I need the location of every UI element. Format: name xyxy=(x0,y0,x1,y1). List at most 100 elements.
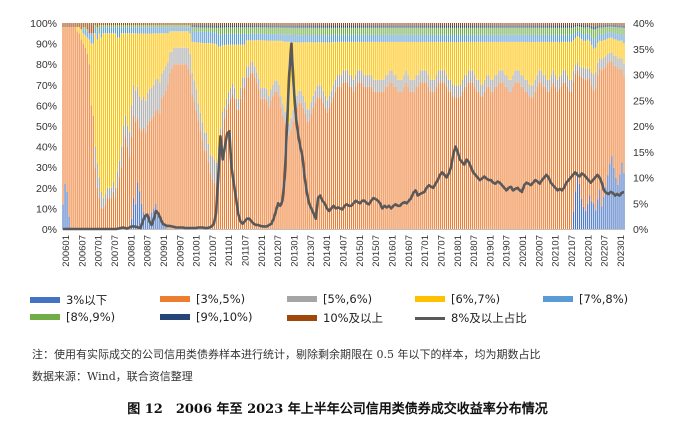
bar-segment xyxy=(62,23,64,28)
bar-segment xyxy=(179,64,181,229)
bar-segment xyxy=(617,25,619,28)
bar-segment xyxy=(466,86,468,230)
bar-segment xyxy=(361,34,363,42)
bar-segment xyxy=(219,23,221,26)
bar-segment xyxy=(566,23,569,26)
bar-segment xyxy=(603,40,605,58)
bar-segment xyxy=(223,118,225,229)
bar-segment xyxy=(379,91,381,229)
bar-segment xyxy=(480,25,482,28)
bar-segment xyxy=(151,87,153,119)
bar-segment xyxy=(609,164,611,229)
bar-segment xyxy=(593,90,595,204)
bar-segment xyxy=(585,27,587,35)
bar-segment xyxy=(377,27,379,35)
bar-segment xyxy=(585,210,587,229)
bar-segment xyxy=(205,27,207,32)
bar-segment xyxy=(193,23,195,26)
bar-segment xyxy=(581,67,583,78)
bar-segment xyxy=(169,27,171,32)
bar-segment xyxy=(233,98,236,229)
bar-segment xyxy=(433,27,435,35)
bar-segment xyxy=(149,23,151,26)
bar-segment xyxy=(78,23,80,28)
bar-segment xyxy=(532,42,534,86)
legend-label: 3%以下 xyxy=(66,293,108,307)
bar-segment xyxy=(593,48,595,75)
bar-segment xyxy=(401,34,403,42)
bar-segment xyxy=(611,32,613,38)
bar-segment xyxy=(403,86,405,230)
bar-segment xyxy=(205,150,207,229)
bar-segment xyxy=(585,41,587,69)
bar-segment xyxy=(127,146,129,229)
bar-segment xyxy=(385,25,387,28)
bar-segment xyxy=(429,23,431,26)
bar-segment xyxy=(403,34,405,42)
bar-segment xyxy=(617,34,619,41)
bar-segment xyxy=(338,23,341,26)
bar-segment xyxy=(197,23,199,26)
bar-segment xyxy=(508,41,510,80)
bar-segment xyxy=(480,34,482,42)
bar-segment xyxy=(171,23,173,26)
bar-segment xyxy=(403,23,405,26)
bar-segment xyxy=(274,23,276,26)
bar-segment xyxy=(399,79,401,92)
bar-segment xyxy=(391,34,393,42)
bar-segment xyxy=(316,25,318,28)
bar-segment xyxy=(609,26,611,33)
bar-segment xyxy=(453,27,456,35)
bar-segment xyxy=(300,35,302,43)
bar-segment xyxy=(544,34,546,42)
bar-segment xyxy=(167,33,169,63)
bar-segment xyxy=(110,187,112,199)
bar-segment xyxy=(472,25,474,28)
bar-segment xyxy=(391,70,393,83)
bar-segment xyxy=(268,25,270,28)
bar-segment xyxy=(310,114,312,229)
bar-segment xyxy=(572,33,575,41)
bar-segment xyxy=(203,43,205,133)
bar-segment xyxy=(593,74,595,91)
bar-segment xyxy=(595,72,597,88)
bar-segment xyxy=(229,27,232,34)
bar-segment xyxy=(599,23,601,26)
bar-segment xyxy=(518,25,520,28)
bar-segment xyxy=(302,35,304,43)
bar-segment xyxy=(302,27,304,36)
bar-segment xyxy=(520,86,522,230)
bar-segment xyxy=(191,93,193,229)
bar-segment xyxy=(195,89,197,111)
bar-segment xyxy=(361,82,363,229)
bar-segment xyxy=(312,42,314,96)
bar-segment xyxy=(581,33,583,40)
bar-segment xyxy=(320,23,322,26)
bar-segment xyxy=(568,79,571,92)
bar-segment xyxy=(127,126,129,147)
y-right-tick-label: 15% xyxy=(633,147,654,159)
bar-segment xyxy=(290,34,292,42)
bar-segment xyxy=(290,129,292,229)
bar-segment xyxy=(62,27,64,205)
bar-segment xyxy=(468,25,470,28)
bar-segment xyxy=(439,25,441,28)
bar-segment xyxy=(397,34,399,42)
bar-segment xyxy=(189,23,191,26)
bar-segment xyxy=(90,33,92,44)
bar-segment xyxy=(280,96,282,108)
bar-segment xyxy=(381,34,383,42)
bar-segment xyxy=(185,27,187,32)
bar-segment xyxy=(609,32,611,38)
bar-segment xyxy=(502,70,504,83)
bar-segment xyxy=(490,91,492,229)
bar-segment xyxy=(80,39,82,230)
bar-segment xyxy=(94,27,96,34)
bar-segment xyxy=(211,25,213,28)
bar-segment xyxy=(407,75,409,87)
bar-segment xyxy=(528,41,530,85)
bar-segment xyxy=(554,25,556,28)
x-tick-label: 201207 xyxy=(273,235,284,267)
bar-segment xyxy=(466,41,468,76)
x-tick-label: 201001 xyxy=(192,235,203,267)
